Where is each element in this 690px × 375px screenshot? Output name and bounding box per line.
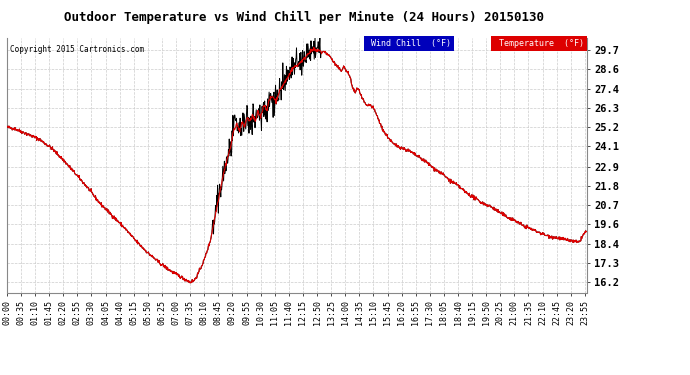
Text: Copyright 2015 Cartronics.com: Copyright 2015 Cartronics.com: [10, 45, 144, 54]
Text: Temperature  (°F): Temperature (°F): [494, 39, 584, 48]
Text: Outdoor Temperature vs Wind Chill per Minute (24 Hours) 20150130: Outdoor Temperature vs Wind Chill per Mi…: [63, 11, 544, 24]
Text: Wind Chill  (°F): Wind Chill (°F): [366, 39, 451, 48]
